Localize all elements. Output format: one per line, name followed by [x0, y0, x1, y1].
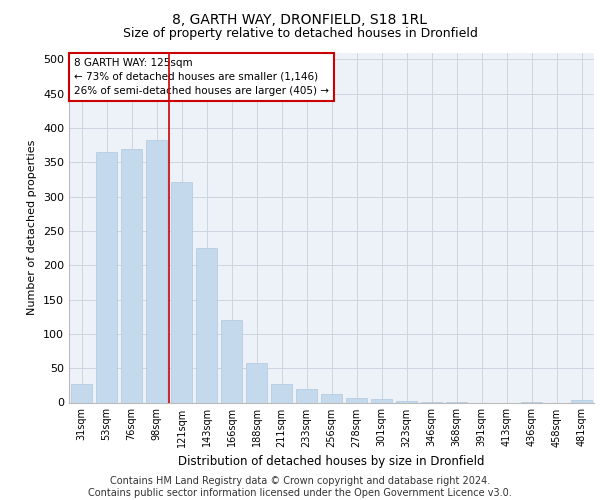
Bar	[271, 384, 292, 402]
Text: Size of property relative to detached houses in Dronfield: Size of property relative to detached ho…	[122, 28, 478, 40]
Bar	[396, 401, 417, 402]
Bar	[346, 398, 367, 402]
Text: 8, GARTH WAY, DRONFIELD, S18 1RL: 8, GARTH WAY, DRONFIELD, S18 1RL	[173, 12, 427, 26]
X-axis label: Distribution of detached houses by size in Dronfield: Distribution of detached houses by size …	[178, 455, 485, 468]
Bar	[171, 182, 192, 402]
Bar	[221, 320, 242, 402]
Bar	[96, 152, 117, 403]
Bar	[371, 399, 392, 402]
Text: Contains HM Land Registry data © Crown copyright and database right 2024.
Contai: Contains HM Land Registry data © Crown c…	[88, 476, 512, 498]
Bar	[71, 384, 92, 402]
Bar	[571, 400, 592, 402]
Bar	[146, 140, 167, 402]
Bar	[321, 394, 342, 402]
Bar	[246, 364, 267, 403]
Bar	[296, 390, 317, 402]
Bar	[196, 248, 217, 402]
Text: 8 GARTH WAY: 125sqm
← 73% of detached houses are smaller (1,146)
26% of semi-det: 8 GARTH WAY: 125sqm ← 73% of detached ho…	[74, 58, 329, 96]
Bar	[121, 148, 142, 402]
Y-axis label: Number of detached properties: Number of detached properties	[28, 140, 37, 315]
